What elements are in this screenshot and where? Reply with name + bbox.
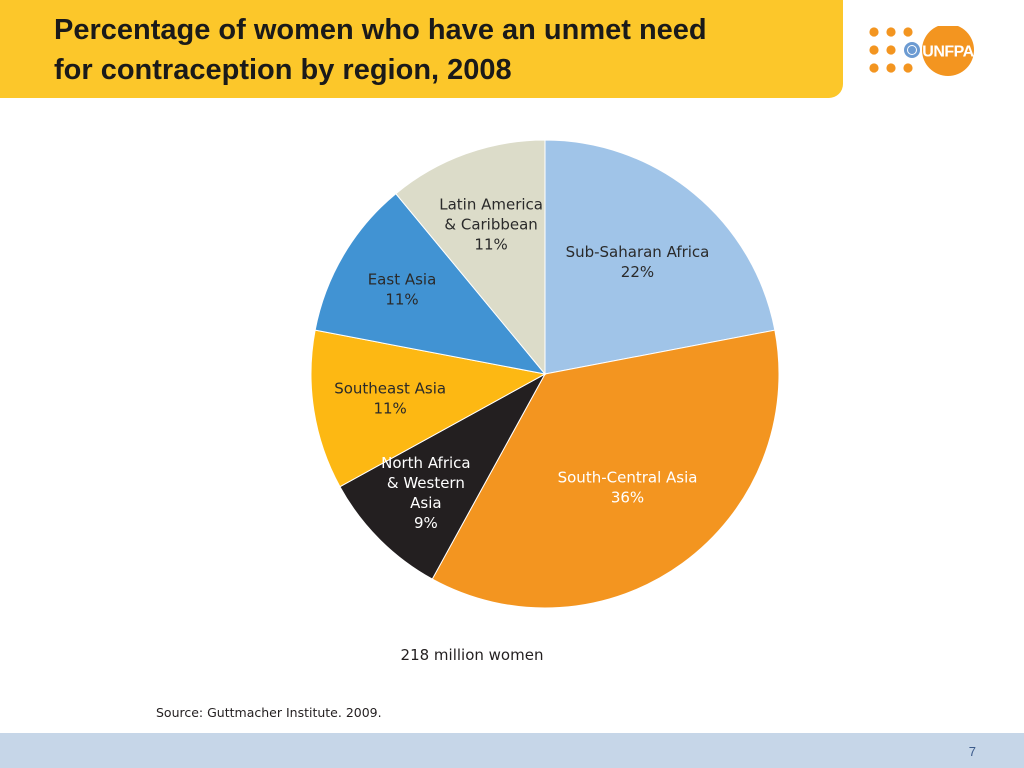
title-bar: Percentage of women who have an unmet ne… [0,0,843,98]
slice-label-line: 9% [414,514,438,532]
slice-label-5: Latin America & Caribbean 11% [439,195,543,253]
pie-slice-3 [310,329,547,488]
logo-dots-icon [869,27,913,73]
slice-label-line: Sub-Saharan Africa [566,243,710,261]
logo-disc [922,26,974,76]
total-label: 218 million women [401,646,544,664]
slice-label-2: North Africa & Western Asia 9% [381,454,471,532]
pie-labels: Sub-Saharan Africa 22% South-Central Asia 3… [334,195,709,532]
pie-slices [310,139,780,609]
un-emblem-icon [904,42,920,58]
unfpa-logo: UNFPA [869,26,975,76]
slice-label-line: 11% [385,290,418,308]
slide-title: Percentage of women who have an unmet ne… [54,14,707,86]
footer-band [0,733,1024,768]
slice-label-4: East Asia 11% [368,270,437,308]
slice-label-0: Sub-Saharan Africa 22% [566,243,710,281]
slice-label-line: 36% [611,489,644,507]
slice-label-line: Latin America [439,195,543,213]
slice-label-1: South-Central Asia 36% [558,469,698,507]
pie-slice-0 [544,139,776,375]
slice-label-line: 11% [373,400,406,418]
logo-text: UNFPA [922,44,974,61]
slice-label-line: East Asia [368,270,437,288]
slice-label-line: Southeast Asia [334,380,446,398]
slice-label-line: 11% [474,235,507,253]
slice-label-3: Southeast Asia 11% [334,380,446,418]
pie-slice-2 [339,372,547,580]
pie-slice-4 [314,192,547,375]
slice-label-line: & Western [387,474,465,492]
pie-slice-1 [431,329,780,609]
slice-label-line: Asia [410,494,441,512]
source-label: Source: Guttmacher Institute. 2009. [156,705,382,720]
page-number: 7 [968,744,976,759]
slice-label-line: South-Central Asia [558,469,698,487]
pie-slice-5 [395,139,546,376]
slice-label-line: North Africa [381,454,471,472]
slice-label-line: 22% [621,263,654,281]
pie-chart: Sub-Saharan Africa 22% South-Central Asia 3… [156,139,780,720]
slice-label-line: & Caribbean [444,215,537,233]
